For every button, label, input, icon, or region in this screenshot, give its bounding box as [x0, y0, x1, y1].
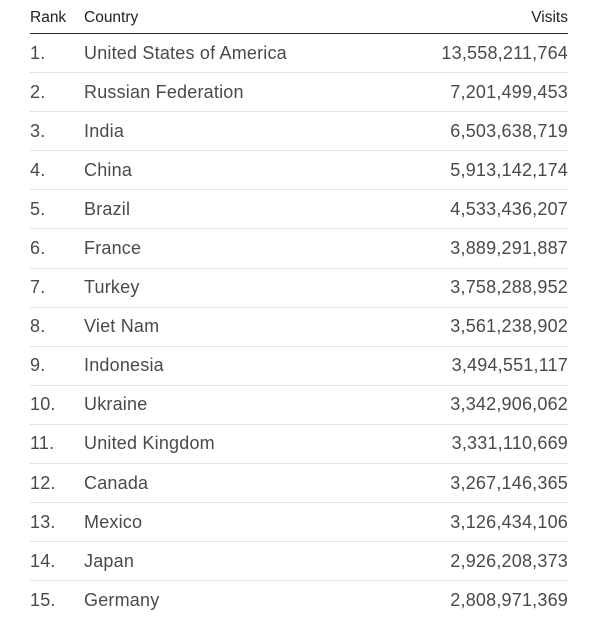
country-cell: China [84, 159, 133, 180]
country-cell: Ukraine [84, 394, 148, 415]
visits-column-header[interactable]: Visits [531, 9, 568, 26]
table-row: 6. France 3,889,291,887 [30, 229, 568, 269]
table-row: 15. Germany 2,808,971,369 [30, 581, 568, 620]
visits-cell: 3,889,291,887 [450, 238, 568, 259]
visits-cell: 3,126,434,106 [450, 511, 568, 532]
table-row: 14. Japan 2,926,208,373 [30, 542, 568, 582]
rank-cell: 5. [30, 198, 46, 219]
table-body: 1. United States of America 13,558,211,7… [30, 34, 568, 620]
rank-cell: 12. [30, 472, 56, 493]
table-row: 13. Mexico 3,126,434,106 [30, 503, 568, 543]
visits-cell: 3,494,551,117 [451, 355, 568, 376]
country-cell: Russian Federation [84, 81, 244, 102]
country-cell: Brazil [84, 198, 131, 219]
visits-cell: 4,533,436,207 [450, 198, 568, 219]
country-cell: Canada [84, 472, 149, 493]
visits-cell: 6,503,638,719 [450, 120, 568, 141]
table-row: 12. Canada 3,267,146,365 [30, 464, 568, 504]
visits-cell: 3,561,238,902 [450, 316, 568, 337]
country-column-header[interactable]: Country [84, 9, 139, 26]
visits-cell: 3,758,288,952 [450, 277, 568, 298]
table-row: 8. Viet Nam 3,561,238,902 [30, 308, 568, 347]
rank-cell: 7. [30, 277, 46, 298]
rank-cell: 1. [30, 42, 46, 63]
visits-table: Rank Country Visits 1. United States of … [30, 0, 568, 620]
country-cell: France [84, 238, 142, 259]
rank-cell: 14. [30, 550, 56, 571]
rank-cell: 8. [30, 316, 46, 337]
rank-cell: 10. [30, 394, 56, 415]
table-header: Rank Country Visits [30, 0, 568, 34]
table-row: 3. India 6,503,638,719 [30, 112, 568, 152]
rank-cell: 9. [30, 355, 46, 376]
table-row: 11. United Kingdom 3,331,110,669 [30, 425, 568, 465]
country-cell: Viet Nam [84, 316, 160, 337]
country-cell: United Kingdom [84, 433, 215, 454]
rank-cell: 13. [30, 511, 56, 532]
country-cell: India [84, 120, 125, 141]
visits-cell: 13,558,211,764 [441, 42, 568, 63]
visits-cell: 3,342,906,062 [450, 394, 568, 415]
table-row: 2. Russian Federation 7,201,499,453 [30, 73, 568, 113]
country-cell: Indonesia [84, 355, 164, 376]
rank-cell: 15. [30, 590, 56, 611]
rank-cell: 11. [30, 433, 55, 454]
visits-cell: 3,267,146,365 [450, 472, 568, 493]
table-row: 7. Turkey 3,758,288,952 [30, 269, 568, 308]
country-cell: Mexico [84, 511, 143, 532]
rank-cell: 4. [30, 159, 46, 180]
country-cell: United States of America [84, 42, 287, 63]
visits-cell: 2,926,208,373 [450, 550, 568, 571]
table-row: 9. Indonesia 3,494,551,117 [30, 347, 568, 386]
table-row: 5. Brazil 4,533,436,207 [30, 190, 568, 230]
rank-cell: 2. [30, 81, 46, 102]
visits-cell: 2,808,971,369 [450, 590, 568, 611]
country-cell: Japan [84, 550, 135, 571]
table-row: 10. Ukraine 3,342,906,062 [30, 386, 568, 425]
visits-cell: 5,913,142,174 [450, 159, 568, 180]
country-cell: Turkey [84, 277, 140, 298]
country-cell: Germany [84, 590, 160, 611]
visits-cell: 3,331,110,669 [451, 433, 568, 454]
rank-cell: 3. [30, 120, 46, 141]
table-row: 4. China 5,913,142,174 [30, 151, 568, 191]
rank-cell: 6. [30, 238, 46, 259]
visits-cell: 7,201,499,453 [450, 81, 568, 102]
table-row: 1. United States of America 13,558,211,7… [30, 34, 568, 74]
rank-column-header[interactable]: Rank [30, 9, 67, 26]
